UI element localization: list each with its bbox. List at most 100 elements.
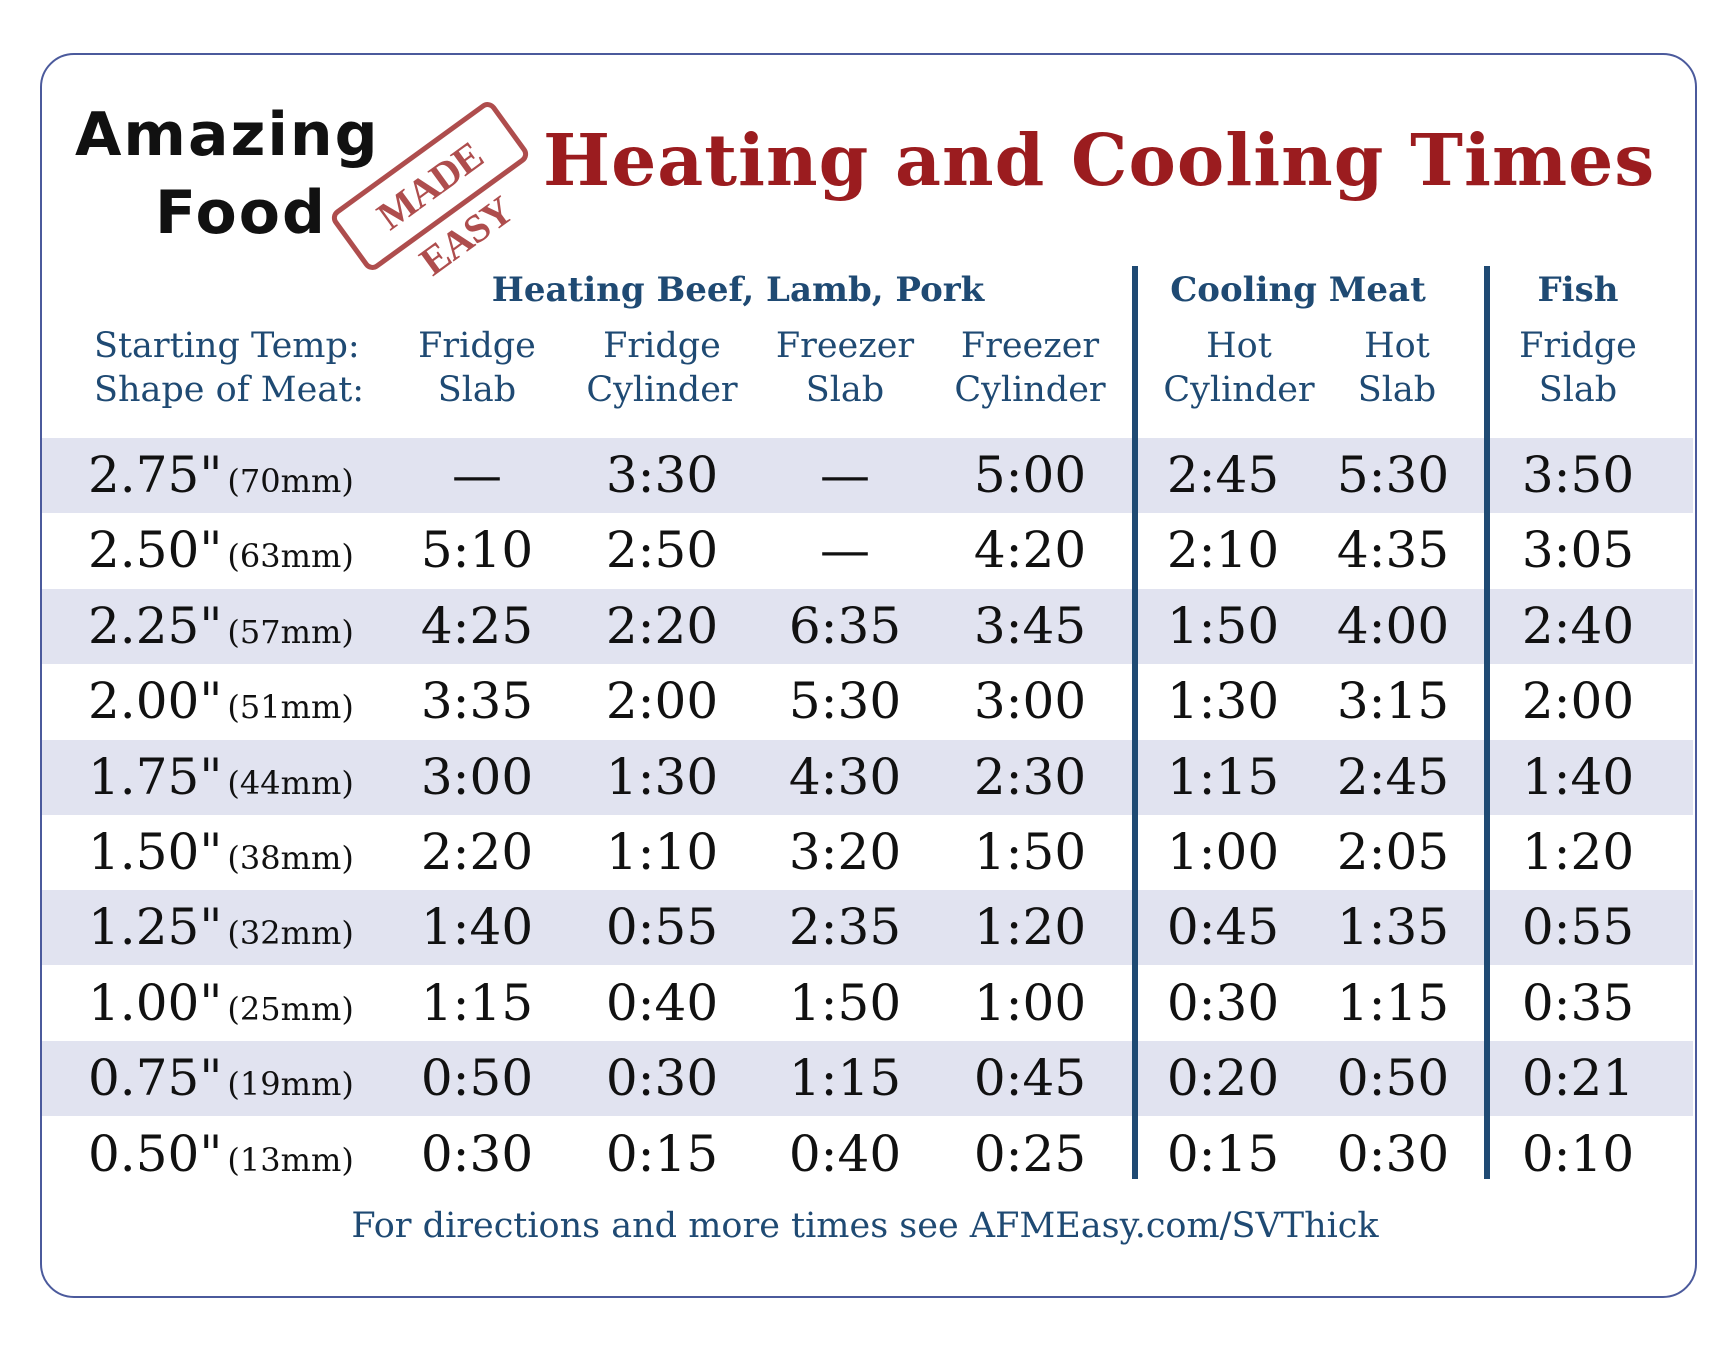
thickness-label: 2.00" (51mm) — [88, 664, 354, 750]
time-cell: 1:00 — [973, 973, 1087, 1032]
thickness-inches: 0.50" — [88, 1124, 223, 1183]
page-title: Heating and Cooling Times — [543, 118, 1656, 202]
time-cell: 0:10 — [1521, 1124, 1635, 1183]
column-header-shape: Slab — [437, 370, 517, 410]
thickness-label: 2.75" (70mm) — [88, 438, 354, 524]
time-cell: 6:35 — [788, 596, 902, 655]
time-cell: 4:35 — [1336, 521, 1450, 580]
column-header: Fridge Slab — [387, 324, 567, 412]
thickness-mm: (25mm) — [227, 989, 354, 1028]
time-cell: 1:15 — [788, 1049, 902, 1108]
thickness-inches: 2.75" — [88, 446, 223, 504]
time-cell: 0:50 — [420, 1049, 534, 1108]
time-cell: 1:15 — [1166, 747, 1280, 806]
thickness-inches: 1.00" — [88, 973, 223, 1032]
column-header-shape: Slab — [805, 370, 885, 410]
thickness-inches: 2.00" — [88, 672, 223, 731]
header-labels: Starting Temp: Shape of Meat: — [94, 324, 364, 412]
column-header-temp: Fridge — [1519, 326, 1637, 366]
time-cell: 3:35 — [420, 672, 534, 731]
time-cell: 2:45 — [1336, 747, 1450, 806]
time-cell: 1:15 — [420, 973, 534, 1032]
time-cell: 2:20 — [420, 823, 534, 881]
logo-text-food: Food — [155, 178, 327, 248]
time-cell: 0:35 — [1521, 973, 1635, 1032]
column-header: Freezer Slab — [755, 324, 935, 412]
time-cell: 0:55 — [605, 898, 719, 957]
time-cell: 1:30 — [1166, 672, 1280, 731]
thickness-label: 1.00" (25mm) — [88, 966, 354, 1052]
time-cell: 1:50 — [973, 823, 1087, 881]
time-cell: — — [820, 446, 870, 504]
time-cell: 2:35 — [788, 898, 902, 957]
time-cell: 2:05 — [1336, 823, 1450, 881]
column-header-shape: Cylinder — [586, 370, 738, 410]
time-cell: 4:30 — [788, 747, 902, 806]
time-cell: 0:30 — [605, 1049, 719, 1108]
time-cell: 2:40 — [1521, 596, 1635, 655]
thickness-inches: 1.25" — [88, 898, 223, 957]
time-cell: 5:30 — [1336, 446, 1450, 504]
thickness-label: 2.50" (63mm) — [88, 513, 354, 599]
time-cell: 0:45 — [973, 1049, 1087, 1108]
shape-of-meat-label: Shape of Meat: — [94, 370, 365, 410]
column-header: Hot Cylinder — [1149, 324, 1329, 412]
table-row — [42, 739, 1693, 815]
thickness-mm: (13mm) — [227, 1140, 354, 1179]
time-cell: — — [820, 521, 870, 580]
time-cell: 1:35 — [1336, 898, 1450, 957]
time-cell: 0:30 — [1166, 973, 1280, 1032]
starting-temp-label: Starting Temp: — [94, 326, 360, 366]
thickness-label: 1.25" (32mm) — [88, 890, 354, 976]
thickness-mm: (57mm) — [227, 612, 354, 651]
time-cell: 0:30 — [1336, 1124, 1450, 1183]
thickness-mm: (32mm) — [227, 914, 354, 953]
time-cell: 1:10 — [605, 823, 719, 881]
column-header-shape: Cylinder — [1163, 370, 1315, 410]
time-cell: 3:00 — [973, 672, 1087, 731]
time-cell: 1:50 — [1166, 596, 1280, 655]
thickness-inches: 2.25" — [88, 596, 223, 655]
thickness-mm: (51mm) — [227, 688, 354, 727]
thickness-inches: 1.75" — [88, 747, 223, 806]
thickness-inches: 2.50" — [88, 521, 223, 580]
logo-text-amazing: Amazing — [75, 100, 380, 170]
column-header-shape: Slab — [1538, 370, 1618, 410]
thickness-label: 1.50" (38mm) — [88, 815, 354, 901]
time-cell: 1:00 — [1166, 823, 1280, 881]
thickness-mm: (44mm) — [227, 763, 354, 802]
table-row — [42, 1041, 1693, 1117]
table-row — [42, 588, 1693, 664]
column-header: Fridge Slab — [1488, 324, 1668, 412]
time-cell: 3:05 — [1521, 521, 1635, 580]
thickness-inches: 1.50" — [88, 823, 223, 881]
time-cell: 3:15 — [1336, 672, 1450, 731]
group-heading-heating: Heating Beef, Lamb, Pork — [491, 270, 985, 310]
column-header-shape: Slab — [1357, 370, 1437, 410]
time-cell: 0:50 — [1336, 1049, 1450, 1108]
column-header: Hot Slab — [1307, 324, 1487, 412]
time-cell: 0:20 — [1166, 1049, 1280, 1108]
time-cell: 3:30 — [605, 446, 719, 504]
group-heading-cooling: Cooling Meat — [1170, 270, 1426, 310]
time-cell: 5:10 — [420, 521, 534, 580]
time-cell: 0:30 — [420, 1124, 534, 1183]
time-cell: 1:20 — [973, 898, 1087, 957]
group-heading-fish: Fish — [1537, 270, 1619, 310]
column-header: Freezer Cylinder — [940, 324, 1120, 412]
time-cell: 0:15 — [1166, 1124, 1280, 1183]
time-cell: 1:50 — [788, 973, 902, 1032]
time-cell: 2:30 — [973, 747, 1087, 806]
thickness-inches: 0.75" — [88, 1049, 223, 1108]
time-cell: 0:55 — [1521, 898, 1635, 957]
thickness-mm: (19mm) — [227, 1065, 354, 1104]
time-cell: 5:00 — [973, 446, 1087, 504]
time-cell: 1:30 — [605, 747, 719, 806]
column-header-temp: Fridge — [603, 326, 721, 366]
column-header-shape: Cylinder — [954, 370, 1106, 410]
footer-note: For directions and more times see AFMEas… — [351, 1206, 1379, 1246]
time-cell: 3:50 — [1521, 446, 1635, 504]
time-cell: 1:20 — [1521, 823, 1635, 881]
time-cell: 0:21 — [1521, 1049, 1635, 1108]
thickness-label: 1.75" (44mm) — [88, 740, 354, 826]
